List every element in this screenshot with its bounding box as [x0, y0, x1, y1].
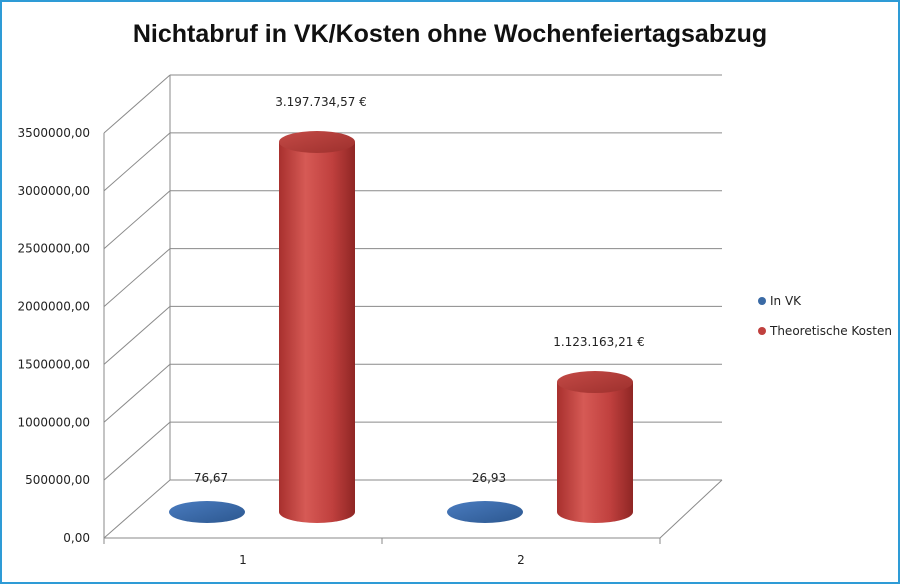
y-tick-label: 0,00 [63, 531, 90, 545]
legend: In VK Theoretische Kosten [758, 294, 892, 338]
chart-marks [169, 130, 633, 523]
y-tick-label: 3000000,00 [17, 184, 90, 198]
data-label-theoretische-kosten: 1.123.163,21 € [553, 335, 645, 349]
legend-label-kosten: Theoretische Kosten [769, 324, 892, 338]
bar-in-vk [447, 501, 523, 523]
data-labels: 76,67 3.197.734,57 € 26,93 1.123.163,21 € [194, 95, 645, 485]
y-tick-label: 1000000,00 [17, 415, 90, 429]
x-tick-label: 1 [239, 553, 247, 567]
floor-right-edge [659, 479, 723, 539]
bar-top-theoretische-kosten [557, 371, 633, 394]
legend-swatch-in-vk [758, 297, 766, 305]
y-tick-label: 3500000,00 [17, 126, 90, 140]
gridline-diagonal [103, 363, 171, 423]
x-tick-label: 2 [517, 553, 525, 567]
gridline-diagonal [103, 421, 171, 481]
y-tick-label: 1500000,00 [17, 357, 90, 371]
chart-title: Nichtabruf in VK/Kosten ohne Wochenfeier… [133, 20, 767, 48]
gridline-diagonal [103, 190, 171, 250]
y-tick-label: 2500000,00 [17, 242, 90, 256]
legend-label-in-vk: In VK [770, 294, 802, 308]
bar-top-theoretische-kosten [279, 130, 355, 153]
bar-theoretische-kosten [557, 382, 633, 523]
bar-theoretische-kosten [279, 141, 355, 523]
gridline-diagonal [103, 132, 171, 192]
gridline-diagonal [103, 306, 171, 365]
data-label-theoretische-kosten: 3.197.734,57 € [275, 95, 367, 109]
gridline-diagonal [103, 479, 171, 539]
legend-swatch-kosten [758, 327, 766, 335]
bar-in-vk [169, 501, 245, 523]
y-tick-label: 2000000,00 [17, 300, 90, 314]
data-label-in-vk: 26,93 [472, 471, 506, 485]
gridline-diagonal [103, 248, 171, 307]
data-label-in-vk: 76,67 [194, 471, 228, 485]
y-axis-ticks: 0,00 500000,00 1000000,00 1500000,00 2000000… [17, 126, 90, 545]
gridline-diagonal [103, 74, 171, 134]
y-tick-label: 500000,00 [25, 473, 90, 487]
